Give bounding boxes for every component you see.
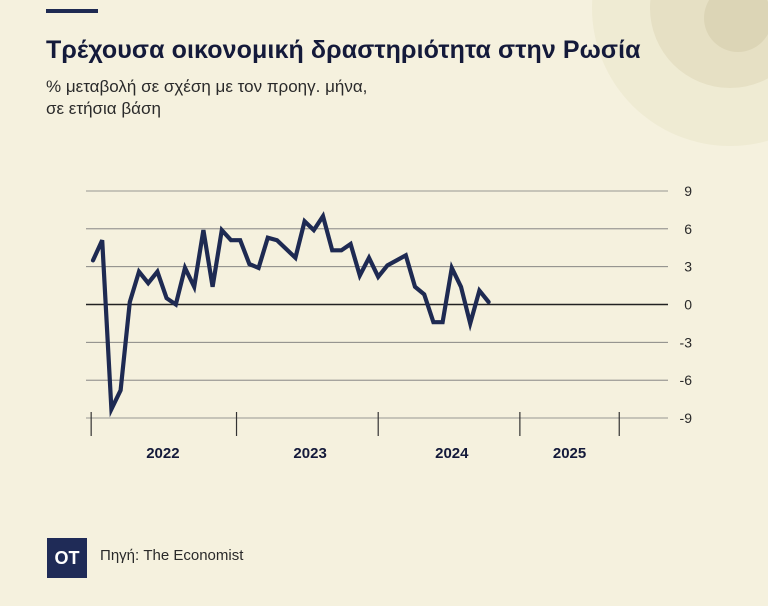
y-tick-label: -6	[680, 372, 693, 388]
x-year-label: 2025	[553, 445, 586, 462]
x-year-label: 2023	[293, 445, 326, 462]
x-year-label: 2022	[146, 445, 179, 462]
chart-title: Τρέχουσα οικονομική δραστηριότητα στην Ρ…	[46, 36, 641, 64]
y-tick-label: 6	[684, 221, 692, 237]
subtitle-line-1: % μεταβολή σε σχέση με τον προηγ. μήνα,	[46, 77, 368, 96]
y-tick-label: 0	[684, 297, 692, 313]
series-line	[90, 211, 491, 418]
x-year-label: 2024	[435, 445, 469, 462]
chart-subtitle: % μεταβολή σε σχέση με τον προηγ. μήνα, …	[46, 76, 426, 120]
top-accent-rule	[46, 9, 98, 13]
y-tick-label: -9	[680, 410, 693, 426]
y-tick-label: 9	[684, 183, 692, 199]
subtitle-line-2: σε ετήσια βάση	[46, 99, 161, 118]
y-tick-label: 3	[684, 259, 692, 275]
publisher-logo: OT	[47, 538, 87, 578]
y-tick-label: -3	[680, 334, 693, 350]
source-note: Πηγή: The Economist	[100, 547, 244, 564]
